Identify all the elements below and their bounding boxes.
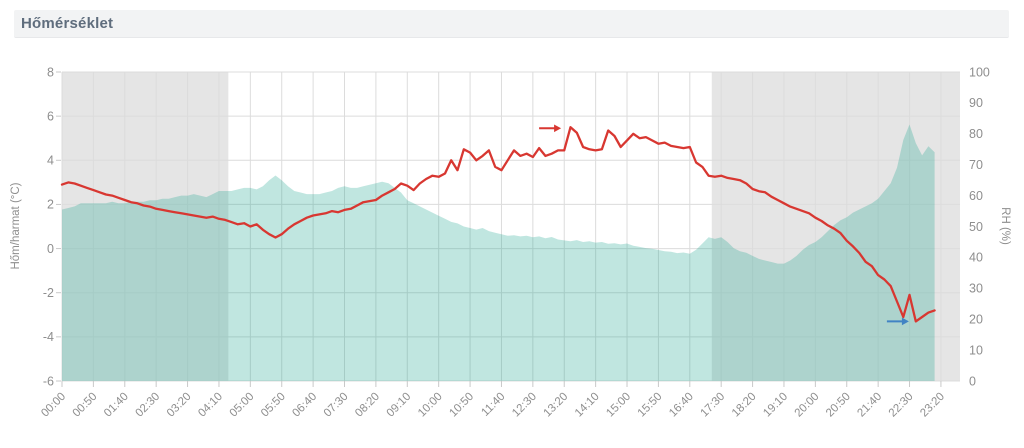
y-right-tick-label: 40 bbox=[969, 251, 983, 265]
chart-title: Hőmérséklet bbox=[21, 15, 114, 32]
night-bands bbox=[62, 72, 960, 381]
y-right-tick-label: 80 bbox=[969, 127, 983, 141]
max-temp-arrow-head bbox=[554, 124, 562, 133]
y-left-tick-label: 0 bbox=[47, 242, 54, 256]
rh-area-series bbox=[62, 124, 935, 381]
temp-line bbox=[60, 126, 936, 323]
y-left-tick-label: -4 bbox=[43, 330, 54, 344]
y-left-tick-label: -6 bbox=[43, 374, 54, 388]
x-tick-label: 18:20 bbox=[730, 391, 759, 420]
y-left-tick-label: 2 bbox=[47, 198, 54, 212]
y-left-tick-label: 6 bbox=[47, 109, 54, 123]
x-tick-label: 12:30 bbox=[510, 391, 539, 420]
chart-title-bar: Hőmérséklet bbox=[14, 10, 1009, 38]
x-tick-label: 07:30 bbox=[322, 391, 351, 420]
x-tick-label: 05:50 bbox=[259, 391, 288, 420]
y-right-tick-label: 10 bbox=[969, 343, 983, 357]
x-tick-label: 16:40 bbox=[667, 391, 696, 420]
x-tick-label: 23:20 bbox=[918, 391, 947, 420]
rh-area bbox=[62, 124, 935, 381]
x-tick-label: 13:20 bbox=[542, 391, 571, 420]
x-tick-label: 02:30 bbox=[133, 391, 162, 420]
y-right-axis-title: RH (%) bbox=[999, 207, 1011, 245]
y-left-tick-label: 4 bbox=[47, 154, 54, 168]
x-tick-label: 19:10 bbox=[761, 391, 790, 420]
x-tick-label: 05:00 bbox=[228, 391, 257, 420]
x-labels: 00:00 00:50 01:40 02:30 03:20 04:10 05:00 05:50… bbox=[39, 391, 947, 420]
x-tick-label: 10:00 bbox=[416, 391, 445, 420]
x-tick-label: 08:20 bbox=[353, 391, 382, 420]
y-right-tick-label: 60 bbox=[969, 189, 983, 203]
x-tick-label: 10:50 bbox=[447, 391, 476, 420]
x-tick-label: 06:40 bbox=[290, 391, 319, 420]
y-left-labels: 8 6 4 2 0 -2 -4 -6 bbox=[43, 65, 54, 388]
y-right-tick-label: 30 bbox=[969, 282, 983, 296]
x-tick-label: 15:50 bbox=[636, 391, 665, 420]
x-tick-label: 17:30 bbox=[698, 391, 727, 420]
night-band bbox=[711, 72, 960, 381]
h-gridlines bbox=[56, 71, 960, 382]
x-tick-label: 22:30 bbox=[887, 391, 916, 420]
y-right-tick-label: 0 bbox=[969, 374, 976, 388]
x-tick-label: 04:10 bbox=[196, 391, 225, 420]
x-tick-label: 00:00 bbox=[39, 391, 68, 420]
x-tick-label: 00:50 bbox=[71, 391, 100, 420]
y-right-tick-label: 20 bbox=[969, 313, 983, 327]
v-gridlines bbox=[61, 72, 942, 387]
x-tick-label: 20:00 bbox=[793, 391, 822, 420]
y-right-tick-label: 100 bbox=[969, 65, 990, 79]
plot-area[interactable] bbox=[62, 72, 960, 381]
y-right-tick-label: 70 bbox=[969, 158, 983, 172]
temp-line-series bbox=[60, 126, 936, 323]
x-tick-label: 20:50 bbox=[824, 391, 853, 420]
y-right-tick-label: 90 bbox=[969, 96, 983, 110]
y-left-tick-label: -2 bbox=[43, 286, 54, 300]
x-tick-label: 11:40 bbox=[479, 391, 507, 419]
y-left-tick-label: 8 bbox=[47, 65, 54, 79]
y-right-tick-label: 50 bbox=[969, 220, 983, 234]
y-left-axis-title: Hőm/harmat (°C) bbox=[10, 182, 22, 269]
x-tick-label: 03:20 bbox=[165, 391, 194, 420]
x-tick-label: 21:40 bbox=[855, 391, 884, 420]
x-tick-label: 09:10 bbox=[385, 391, 414, 420]
x-tick-label: 15:00 bbox=[604, 391, 633, 420]
x-tick-label: 01:40 bbox=[102, 391, 131, 420]
night-band bbox=[62, 72, 229, 381]
min-temp-arrow-head bbox=[901, 317, 909, 326]
x-tick-label: 14:10 bbox=[573, 391, 602, 420]
annotation-arrows bbox=[539, 124, 909, 326]
